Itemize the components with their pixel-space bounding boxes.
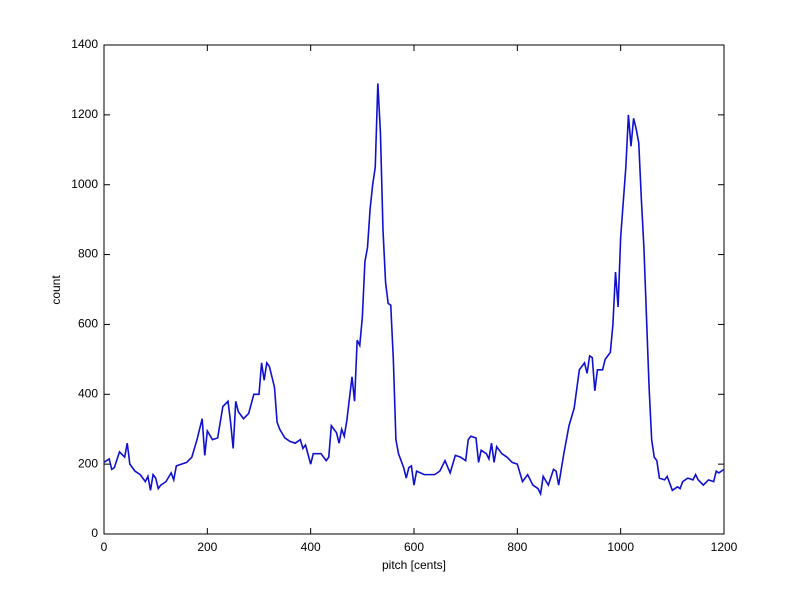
y-axis-label: count (49, 275, 63, 305)
y-tick-label: 1200 (71, 107, 98, 121)
y-tick-label: 1400 (71, 37, 98, 51)
x-tick-label: 400 (301, 540, 321, 554)
x-tick-label: 800 (507, 540, 527, 554)
y-tick-label: 200 (78, 456, 98, 470)
data-line (103, 83, 725, 497)
plot-area (103, 44, 725, 535)
x-tick-label: 600 (404, 540, 424, 554)
x-tick-label: 1200 (711, 540, 738, 554)
y-tick-label: 0 (91, 526, 98, 540)
x-tick-label: 0 (101, 540, 108, 554)
y-tick-label: 400 (78, 386, 98, 400)
y-tick-label: 800 (78, 247, 98, 261)
x-tick-label: 200 (197, 540, 217, 554)
x-tick-label: 1000 (607, 540, 634, 554)
y-tick-label: 600 (78, 317, 98, 331)
x-axis-label: pitch [cents] (382, 558, 446, 572)
y-tick-label: 1000 (71, 177, 98, 191)
